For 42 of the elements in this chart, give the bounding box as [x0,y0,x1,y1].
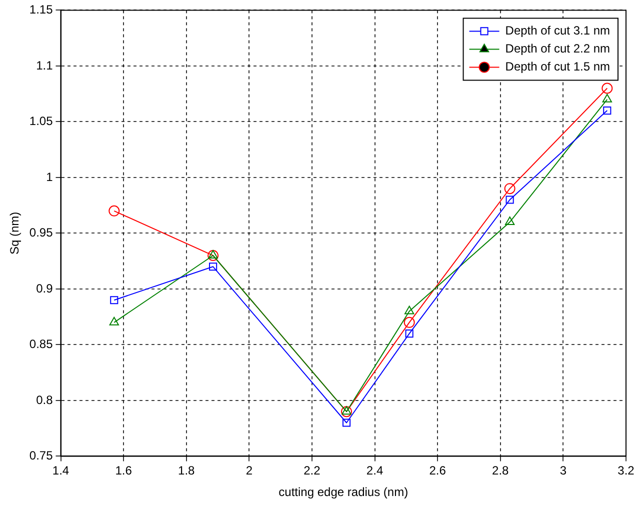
y-axis-title: Sq (nm) [8,212,22,255]
point [504,216,515,226]
x-tick-label: 1.8 [178,464,196,478]
y-tick-label: 0.85 [29,337,54,352]
point [405,330,414,338]
point [506,196,514,204]
x-axis-title: cutting edge radius (nm) [278,485,408,500]
y-tick-label: 0.9 [36,281,54,296]
x-tick-label: 2 [246,464,253,478]
legend-label: Depth of cut 1.5 nm [505,60,610,74]
legend-label: Depth of cut 3.1 nm [505,24,610,38]
point [208,250,219,261]
point [602,82,613,94]
point [108,205,120,216]
x-tick-label: 1.4 [52,464,70,478]
point [602,94,612,102]
point [109,316,119,326]
point [342,418,351,427]
y-tick-label: 1 [46,170,54,184]
y-tick-label: 0.95 [29,226,54,240]
x-tick-label: 2.6 [429,464,446,478]
point [209,262,218,271]
x-tick-label: 2.2 [304,464,321,478]
y-tick-label: 1.05 [29,114,54,128]
y-tick-label: 0.8 [36,392,54,407]
x-tick-label: 1.6 [115,464,132,478]
x-tick-label: 3 [560,464,567,478]
x-tick-label: 2.8 [492,464,510,478]
legend-label: Depth of cut 2.2 nm [505,42,610,56]
point [110,296,118,304]
x-tick-label: 2.4 [366,464,384,478]
point [504,183,516,194]
point [342,406,352,415]
point [404,306,414,314]
y-tick-label: 1.15 [29,2,54,17]
point [603,106,612,115]
point [341,406,352,418]
point [208,250,218,258]
point [404,316,415,328]
x-tick-label: 3.2 [618,464,635,478]
y-tick-label: 1.1 [36,58,54,72]
y-tick-label: 0.75 [29,448,54,463]
